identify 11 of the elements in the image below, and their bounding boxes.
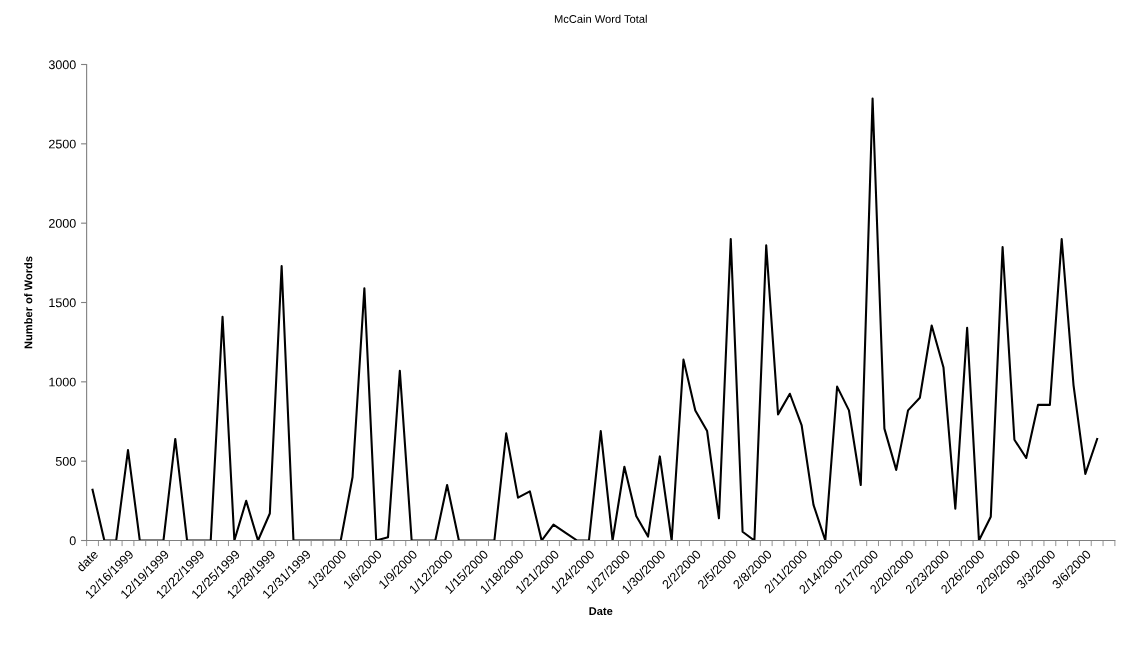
y-tick-label: 1000 — [49, 377, 76, 387]
x-axis-title: Date — [589, 607, 613, 616]
y-axis-title: Number of Words — [24, 256, 33, 349]
y-tick-label: 2000 — [49, 218, 76, 228]
y-tick-label: 0 — [69, 536, 76, 546]
line-series — [91, 97, 1099, 541]
y-tick-label: 3000 — [48, 60, 76, 70]
chart-title: McCain Word Total — [554, 14, 647, 23]
y-tick-label: 2500 — [49, 139, 76, 149]
y-tick-label: 500 — [55, 456, 76, 466]
y-tick-label: 1500 — [49, 298, 76, 308]
